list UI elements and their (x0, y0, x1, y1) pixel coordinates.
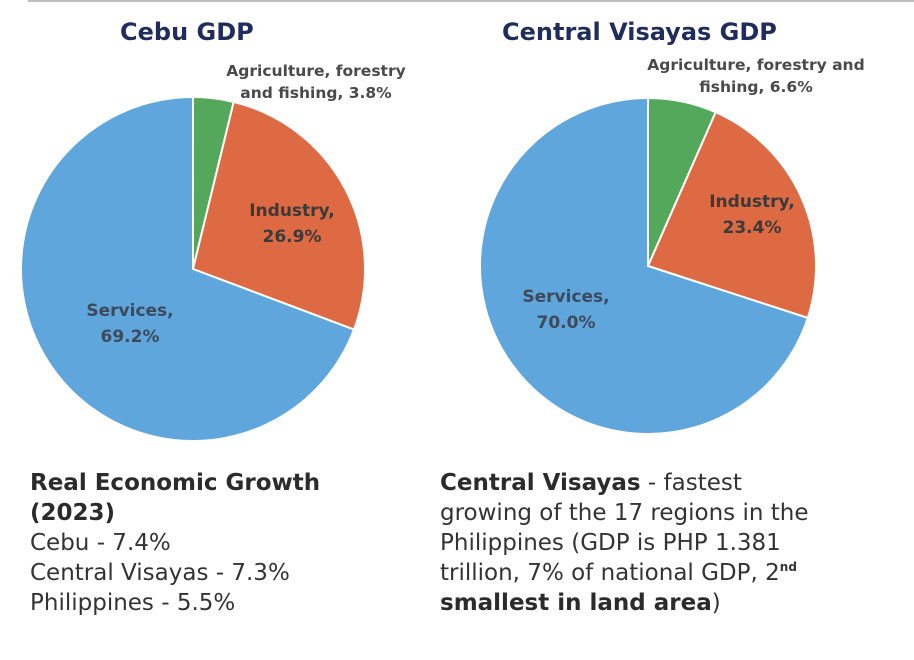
growth-notes: Real Economic Growth (2023) Cebu - 7.4% … (30, 468, 410, 618)
cv-line1-rest: - fastest (640, 470, 742, 496)
pie1-slice-2 (479, 96, 810, 435)
top-divider (28, 0, 914, 2)
cv-note-line3: Philippines (GDP is PHP 1.381 (440, 530, 781, 556)
pie1-label-2-line-0: Services, (522, 287, 609, 307)
pie1-label-0-line-0: Agriculture, forestry and (647, 56, 864, 74)
cv-line5-bold: smallest in land area (440, 590, 712, 616)
pie0-label-2-line-0: Services, (86, 301, 173, 321)
cv-line4-sup: nd (779, 560, 797, 574)
pie0-label-0-line-0: Agriculture, forestry (226, 62, 405, 80)
chart-title-central-visayas: Central Visayas GDP (502, 18, 777, 46)
pie1-label-2-line-1: 70.0% (537, 313, 596, 333)
pie0-label-0: Agriculture, forestry and fishing, 3.8% (226, 62, 405, 102)
pie1-label-2: Services, 70.0% (522, 287, 609, 333)
pie0-label-2-line-1: 69.2% (101, 327, 160, 347)
growth-cebu: Cebu - 7.4% (30, 530, 171, 556)
cv-note-line4: trillion, 7% of national GDP, 2nd (440, 558, 900, 588)
pie-charts-canvas: Agriculture, forestry and fishing, 3.8% In… (20, 56, 865, 442)
chart-title-cebu: Cebu GDP (120, 18, 254, 46)
pie0-label-1-line-0: Industry, (249, 201, 335, 221)
cv-note-line2: growing of the 17 regions in the (440, 500, 809, 526)
central-visayas-notes: Central Visayas - fastest growing of the… (440, 468, 900, 618)
pie0-label-0-line-1: and fishing, 3.8% (240, 84, 392, 102)
pie0-label-1: Industry, 26.9% (249, 201, 335, 247)
pie1-label-1: Industry, 23.4% (709, 192, 795, 238)
pie0-label-1-line-1: 26.9% (263, 227, 322, 247)
pie0-slice-1 (191, 100, 366, 331)
pie1-label-1-line-1: 23.4% (723, 218, 782, 238)
growth-heading-line2: (2023) (30, 500, 116, 526)
pie0-label-2: Services, 69.2% (86, 301, 173, 347)
pie1-slice-1 (646, 110, 817, 320)
cv-line4-text: trillion, 7% of national GDP, 2 (440, 560, 780, 586)
growth-philippines: Philippines - 5.5% (30, 590, 236, 616)
cv-note-line1: Central Visayas - fastest (440, 468, 900, 498)
cv-line5-end: ) (711, 590, 721, 616)
pie1-label-0: Agriculture, forestry and fishing, 6.6% (647, 56, 864, 96)
pie0-slice-2 (20, 95, 356, 442)
pie1-label-1-line-0: Industry, (709, 192, 795, 212)
growth-central-visayas: Central Visayas - 7.3% (30, 560, 290, 586)
pie1-label-0-line-1: fishing, 6.6% (699, 78, 813, 96)
growth-heading-line1: Real Economic Growth (30, 470, 321, 496)
cv-bold-lead: Central Visayas (440, 470, 641, 496)
cv-note-line5: smallest in land area) (440, 588, 900, 618)
